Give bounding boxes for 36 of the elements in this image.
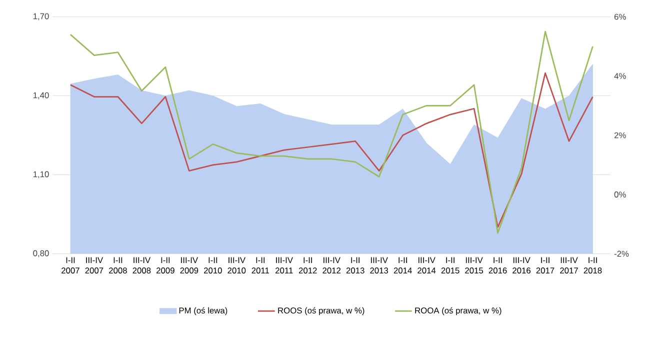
x-tick-label: I-II 2017	[536, 257, 554, 274]
x-tick-label: III-IV 2017	[560, 257, 578, 274]
x-tick-label: III-IV 2009	[180, 257, 198, 274]
x-tick-label: I-II 2013	[346, 257, 364, 274]
x-tick-label: I-II 2012	[298, 257, 317, 274]
x-tick-label: I-II 2009	[156, 257, 174, 274]
y-tick-label: 1,70	[33, 13, 49, 20]
legend-label: PM (oś lewa)	[179, 307, 228, 316]
x-tick-label: I-II 2011	[252, 257, 270, 274]
x-tick-label: I-II 2007	[62, 257, 80, 274]
x-tick-label: III-IV 2012	[322, 257, 341, 274]
y2-tick-label: 4%	[614, 73, 626, 80]
x-tick-label: I-II 2015	[441, 257, 460, 274]
y2-tick-label: 2%	[614, 132, 626, 138]
legend-label: ROOS (oś prawa, w %)	[278, 307, 364, 316]
x-tick-label: I-II 2010	[204, 257, 222, 274]
x-tick-label: I-II 2018	[584, 257, 602, 274]
x-tick-label: III-IV 2011	[276, 257, 293, 274]
y2-tick-label: 6%	[614, 14, 626, 20]
x-tick-label: III-IV 2008	[132, 257, 151, 274]
x-tick-label: III-IV 2007	[85, 257, 104, 274]
line-series	[70, 31, 594, 234]
y2-tick-label: 0%	[614, 192, 626, 198]
y-tick-label: 0,80	[33, 250, 49, 258]
y2-tick-label: -2%	[614, 250, 629, 257]
x-tick-label: III-IV 2013	[370, 257, 388, 274]
x-tick-label: III-IV 2016	[512, 257, 530, 274]
legend-label: ROOA (oś prawa, w %)	[415, 307, 502, 316]
x-tick-label: III-IV 2014	[418, 257, 436, 274]
x-tick-label: III-IV 2015	[465, 257, 484, 274]
x-tick-label: I-II 2014	[394, 257, 412, 274]
x-tick-label: I-II 2016	[488, 257, 507, 274]
y-tick-label: 1,40	[33, 92, 49, 100]
x-tick-label: I-II 2008	[109, 257, 127, 274]
x-tick-label: III-IV 2010	[228, 257, 246, 274]
y-tick-label: 1,10	[33, 171, 49, 178]
